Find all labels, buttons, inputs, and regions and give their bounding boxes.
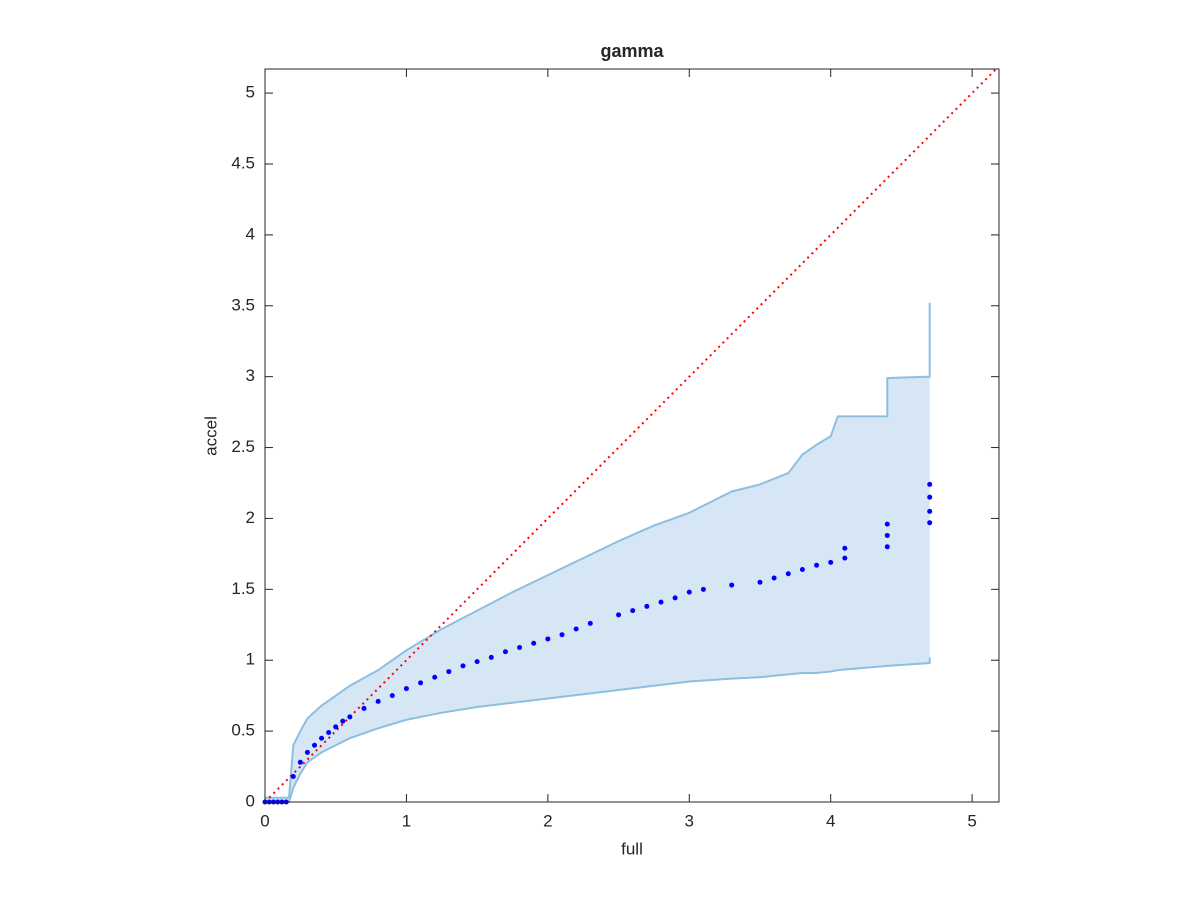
y-tick-label: 0.5 [231,721,255,740]
scatter-point [418,680,424,686]
scatter-point [842,555,848,561]
y-tick-label: 1.5 [231,579,255,598]
band-upper-line [265,302,931,799]
scatter-point [347,714,353,720]
x-tick-label: 0 [260,811,269,830]
scatter-point [333,724,339,730]
scatter-point [757,579,763,585]
y-tick-label: 0 [246,791,255,810]
scatter-point [587,620,593,626]
scatter-point [884,544,890,550]
scatter-point [785,571,791,577]
band-area [265,302,930,802]
chart-title: gamma [600,41,664,61]
x-tick-label: 5 [967,811,976,830]
scatter-point [559,632,565,638]
scatter-point [884,532,890,538]
scatter-point [488,654,494,660]
scatter-point [814,562,820,568]
band-lower-line [265,657,931,803]
scatter-point [658,599,664,605]
scatter-point [927,520,933,526]
y-tick-label: 2.5 [231,437,255,456]
y-tick-label: 1 [246,650,255,669]
scatter-point [311,742,317,748]
scatter-point [644,603,650,609]
scatter-point [432,674,438,680]
scatter-point [729,582,735,588]
scatter-point [304,749,310,755]
scatter-point [672,595,678,601]
scatter-point [517,644,523,650]
y-axis-label: accel [201,416,220,456]
scatter-point [297,759,303,765]
scatter-point [531,640,537,646]
scatter-point [319,735,325,741]
scatter-point [771,575,777,581]
y-tick-label: 5 [246,83,255,102]
y-tick-label: 2 [246,508,255,527]
scatter-point [828,559,834,565]
scatter-point [326,730,332,736]
scatter-point [927,481,933,487]
scatter-point [361,705,367,711]
x-tick-label: 3 [685,811,694,830]
scatter-point [630,608,636,614]
scatter-point [573,626,579,632]
scatter-point [545,636,551,642]
scatter-point [389,693,395,699]
scatter-point [446,669,452,675]
x-tick-label: 2 [543,811,552,830]
scatter-point [927,494,933,500]
scatter-point [700,586,706,592]
scatter-point [290,773,296,779]
y-tick-label: 3 [246,366,255,385]
x-axis-label: full [621,839,643,858]
scatter-point [340,718,346,724]
scatter-point [884,521,890,527]
scatter-point [842,545,848,551]
x-tick-label: 1 [402,811,411,830]
scatter-point [474,659,480,665]
y-tick-label: 4.5 [231,153,255,172]
x-tick-label: 4 [826,811,835,830]
scatter-point [616,612,622,618]
scatter-point [686,589,692,595]
y-tick-label: 3.5 [231,295,255,314]
scatter-point [502,649,508,655]
scatter-point [799,566,805,572]
scatter-point [375,698,381,704]
scatter-point [927,508,933,514]
scatter-point [460,663,466,669]
y-tick-label: 4 [246,224,255,243]
scatter-point [403,686,409,692]
axes-box [264,68,1000,803]
